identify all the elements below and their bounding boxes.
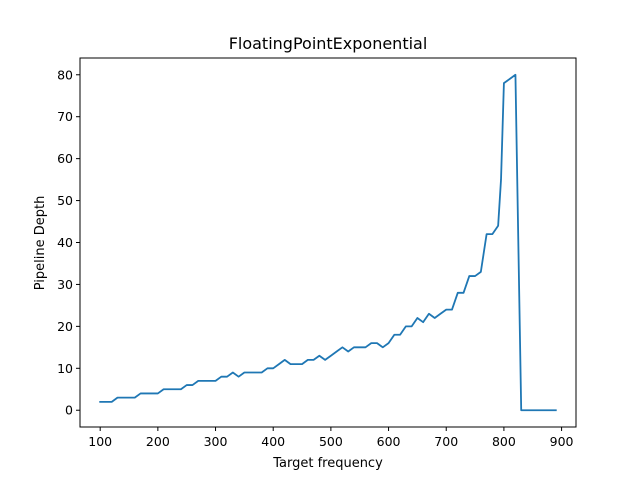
x-tick-label: 800 bbox=[492, 434, 516, 449]
y-tick-label: 60 bbox=[57, 151, 73, 166]
y-tick-label: 20 bbox=[57, 319, 73, 334]
x-axis-label: Target frequency bbox=[272, 456, 383, 471]
y-axis-label: Pipeline Depth bbox=[33, 196, 48, 291]
y-tick-label: 30 bbox=[57, 277, 73, 292]
x-tick-label: 200 bbox=[146, 434, 170, 449]
x-tick-label: 600 bbox=[377, 434, 401, 449]
x-tick-label: 400 bbox=[261, 434, 285, 449]
x-tick-label: 900 bbox=[550, 434, 574, 449]
y-tick-label: 0 bbox=[65, 403, 73, 418]
y-tick-label: 10 bbox=[57, 361, 73, 376]
chart-title: FloatingPointExponential bbox=[229, 34, 428, 53]
y-tick-label: 40 bbox=[57, 235, 73, 250]
x-tick-label: 700 bbox=[434, 434, 458, 449]
y-tick-label: 50 bbox=[57, 193, 73, 208]
y-tick-label: 70 bbox=[57, 109, 73, 124]
series-line-0 bbox=[99, 73, 557, 412]
x-tick-label: 300 bbox=[204, 434, 228, 449]
x-axis-ticks: 100 200 300 400 500 600 700 800 900 bbox=[88, 427, 574, 449]
y-axis-ticks: 0 10 20 30 40 50 60 70 80 bbox=[57, 67, 80, 418]
y-tick-label: 80 bbox=[57, 67, 73, 82]
x-tick-label: 500 bbox=[319, 434, 343, 449]
x-tick-label: 100 bbox=[88, 434, 112, 449]
